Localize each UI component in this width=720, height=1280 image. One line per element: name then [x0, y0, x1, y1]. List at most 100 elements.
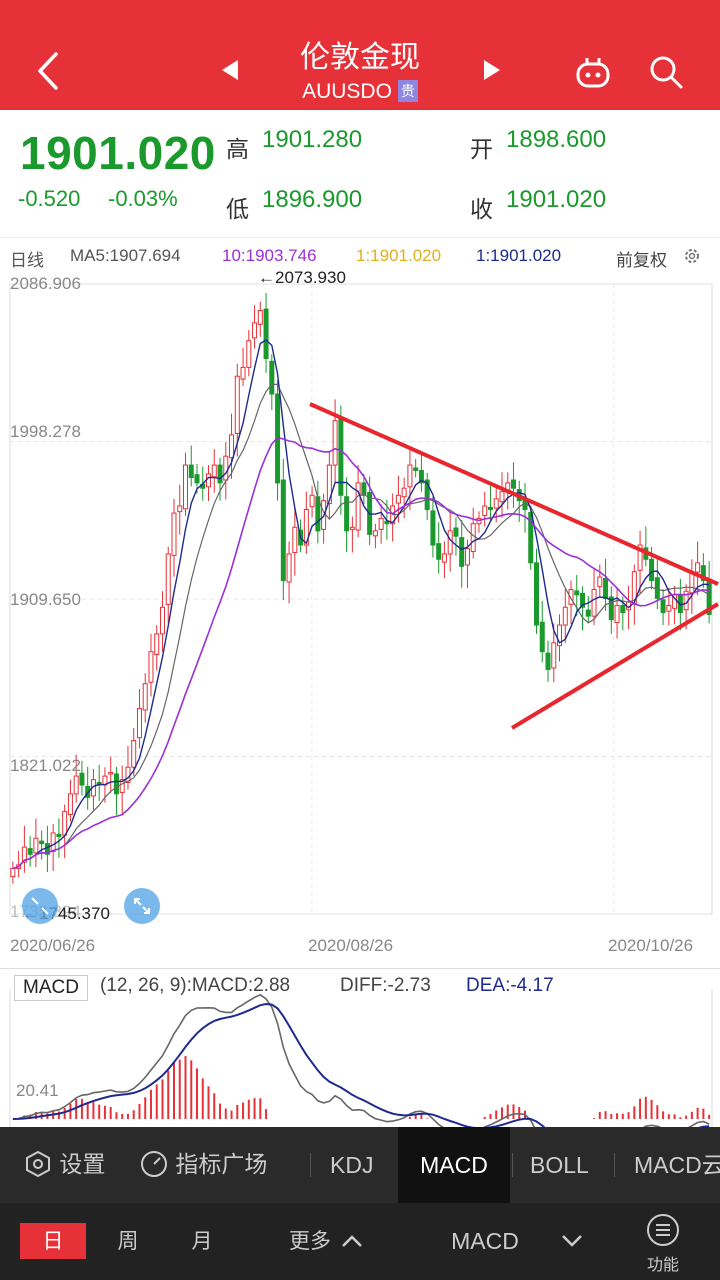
period-week[interactable]: 周: [117, 1229, 139, 1253]
candle-body: [430, 510, 436, 546]
period-month[interactable]: 月: [191, 1229, 213, 1253]
candle-body: [108, 772, 114, 775]
candle-body: [73, 775, 79, 795]
candle-body: [620, 604, 626, 614]
last-price: 1901.020: [20, 127, 216, 179]
candle-body: [407, 464, 413, 488]
ma20-line: [12, 436, 710, 870]
candle-body: [344, 496, 350, 532]
candle-body: [534, 562, 539, 626]
price-change-percent: -0.03%: [108, 186, 178, 211]
tab-boll[interactable]: BOLL: [530, 1152, 589, 1178]
candle-body: [539, 621, 545, 653]
macd-params: (12, 26, 9):MACD:2.88: [100, 975, 291, 996]
candle-body: [482, 505, 488, 517]
page-title: 伦敦金现: [300, 40, 420, 75]
candle-body: [79, 772, 85, 786]
tab-macd-cloud[interactable]: MACD云: [634, 1152, 720, 1178]
high-annotation: ←2073.930: [258, 268, 346, 287]
candle-body: [424, 479, 430, 511]
open-label: 开: [470, 137, 493, 163]
candle-body: [470, 523, 476, 552]
candle-body: [700, 565, 706, 582]
candle-body: [545, 652, 551, 670]
candle-body: [487, 506, 493, 511]
gear-icon[interactable]: [682, 246, 702, 266]
candle-body: [183, 464, 188, 510]
candle-body: [234, 375, 240, 434]
chevron-down-icon[interactable]: [560, 1231, 584, 1251]
divider: [310, 1153, 311, 1177]
candle-body: [493, 498, 499, 509]
chevron-up-icon[interactable]: [340, 1231, 364, 1251]
period-day[interactable]: 日: [20, 1223, 86, 1259]
candle-body: [499, 491, 505, 503]
back-arrow-icon[interactable]: [28, 46, 68, 96]
candle-body: [355, 482, 361, 531]
candle-body: [56, 833, 62, 838]
y-tick-label: 1998.278: [10, 422, 81, 441]
candle-body: [21, 846, 27, 863]
candle-body: [171, 512, 177, 556]
symbol-text: AUUSDO: [302, 80, 392, 103]
zoom-out-icon[interactable]: [20, 886, 60, 926]
low-label: 低: [226, 197, 249, 223]
expand-icon[interactable]: [122, 886, 162, 926]
candle-body: [309, 494, 315, 508]
candle-body: [206, 473, 212, 488]
macd-canvas: [9, 989, 713, 1129]
function-label[interactable]: 功能: [646, 1255, 679, 1274]
candle-body: [177, 505, 183, 513]
tab-macd[interactable]: MACD: [398, 1127, 510, 1203]
indicator-plaza-button[interactable]: 指标广场: [140, 1127, 267, 1203]
candle-body: [637, 544, 643, 571]
tab-kdj[interactable]: KDJ: [330, 1152, 374, 1178]
candle-body: [188, 464, 194, 479]
macd-diff: DIFF:-2.73: [340, 975, 431, 996]
indicator-select[interactable]: MACD: [451, 1228, 519, 1254]
candle-body: [269, 360, 275, 395]
close-value: 1901.020: [506, 186, 607, 213]
macd-panel[interactable]: MACD (12, 26, 9):MACD:2.88 DIFF:-2.73 DE…: [0, 968, 720, 1129]
period-label: 日线: [10, 251, 44, 270]
dea-line: [12, 1002, 710, 1129]
candle-body: [286, 553, 292, 583]
ma-yellow-value: 1:1901.020: [356, 246, 442, 265]
candle-body: [401, 487, 407, 498]
robot-assistant-icon[interactable]: [574, 54, 612, 90]
x-tick-label: 2020/06/26: [10, 936, 96, 955]
settings-label: 设置: [59, 1152, 106, 1178]
macd-tick-label: 20.41: [16, 1081, 59, 1100]
candle-body: [349, 526, 355, 530]
settings-button[interactable]: 设置: [24, 1127, 105, 1203]
candle-body: [252, 322, 258, 339]
candle-body: [159, 606, 165, 635]
candle-body: [217, 464, 223, 484]
next-symbol-icon[interactable]: [480, 58, 504, 82]
candlestick-chart[interactable]: 2086.906 1998.278 1909.650 1821.022 1732…: [0, 268, 720, 968]
ma10-value: 10:1903.746: [222, 246, 317, 265]
x-tick-label: 2020/10/26: [608, 936, 694, 955]
ma-blue-value: 1:1901.020: [476, 246, 562, 265]
macd-name[interactable]: MACD: [14, 975, 88, 1001]
moving-average-legend: 日线 MA5:1907.694 10:1903.746 1:1901.020 1…: [0, 238, 720, 272]
previous-symbol-icon[interactable]: [218, 58, 242, 82]
adjust-mode[interactable]: 前复权: [616, 251, 667, 270]
candle-body: [326, 464, 332, 504]
candle-body: [695, 562, 701, 573]
candle-body: [660, 599, 666, 614]
function-menu-icon[interactable]: [646, 1213, 680, 1247]
candle-body: [510, 479, 516, 489]
search-icon[interactable]: [648, 54, 684, 90]
candle-body: [447, 530, 453, 555]
candle-body: [574, 590, 580, 596]
candle-body: [303, 509, 309, 546]
y-tick-label: 1821.022: [10, 756, 81, 775]
candle-body: [459, 537, 465, 567]
more-periods-button[interactable]: 更多: [289, 1229, 331, 1253]
candle-body: [413, 467, 419, 471]
candle-body: [591, 588, 597, 617]
chart-canvas[interactable]: [0, 268, 720, 968]
candle-body: [453, 527, 459, 537]
indicator-strip: 设置 指标广场 KDJ MACD BOLL MACD云: [0, 1127, 720, 1203]
